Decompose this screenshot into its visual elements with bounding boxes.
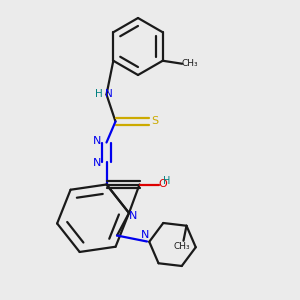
Text: S: S xyxy=(152,116,159,127)
Text: CH₃: CH₃ xyxy=(174,242,190,251)
Text: H: H xyxy=(164,176,171,187)
Text: N: N xyxy=(141,230,150,240)
Text: CH₃: CH₃ xyxy=(182,59,198,68)
Text: O: O xyxy=(158,179,167,189)
Text: N: N xyxy=(93,136,102,146)
Text: N: N xyxy=(129,211,138,221)
Text: H: H xyxy=(95,89,103,99)
Text: N: N xyxy=(105,89,113,99)
Text: N: N xyxy=(93,158,102,169)
